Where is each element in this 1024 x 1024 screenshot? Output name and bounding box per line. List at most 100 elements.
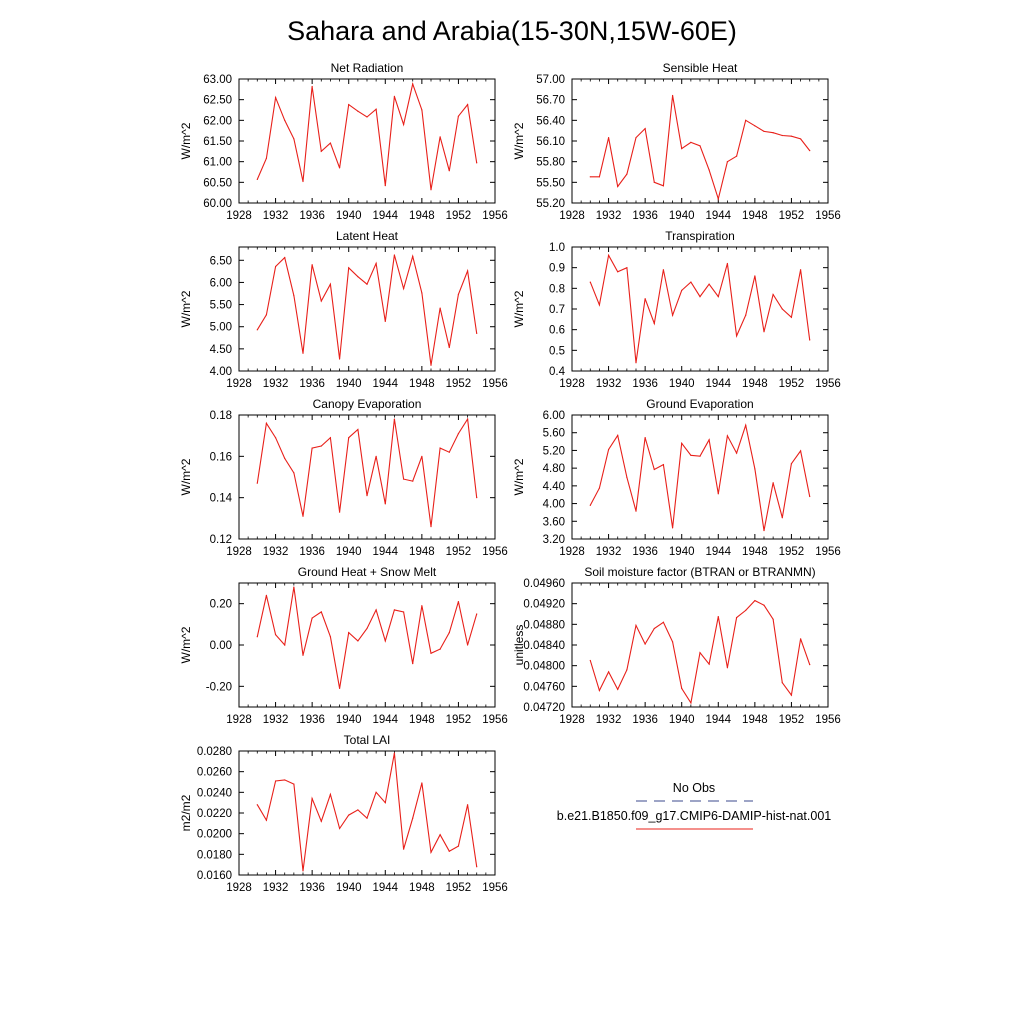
- x-tick-label: 1932: [263, 714, 289, 726]
- y-tick-label: 0.0240: [197, 787, 232, 799]
- data-point: [699, 296, 701, 298]
- x-tick-label: 1928: [559, 546, 585, 558]
- x-tick-label: 1928: [226, 546, 252, 558]
- x-tick-label: 1952: [446, 714, 472, 726]
- y-tick-label: 0.18: [210, 410, 232, 422]
- data-point: [329, 437, 332, 439]
- data-point: [671, 314, 674, 316]
- plot-frame: [571, 582, 829, 708]
- data-point: [466, 270, 469, 272]
- chart-panel-1: Sensible Heat W/m^2 1928 1932 1936 1940 1944 19…: [512, 61, 841, 222]
- data-point: [293, 472, 295, 474]
- data-point: [717, 493, 719, 495]
- data-point: [302, 870, 304, 872]
- data-point: [598, 176, 601, 178]
- x-tick-label: 1932: [263, 210, 289, 222]
- data-point: [607, 136, 610, 139]
- x-tick-label: 1952: [446, 882, 472, 894]
- data-point: [393, 254, 396, 256]
- data-point: [284, 257, 286, 259]
- y-tick-label: 5.00: [210, 322, 232, 334]
- y-tick-label: 0.0160: [197, 870, 232, 882]
- y-tick-label: -0.20: [206, 681, 232, 693]
- panel-title: Total LAI: [344, 733, 391, 747]
- data-point: [302, 515, 304, 517]
- data-point: [717, 296, 719, 298]
- plot-frame: [238, 750, 496, 876]
- data-point: [745, 609, 747, 611]
- data-point: [366, 817, 368, 819]
- x-tick-label: 1940: [669, 546, 695, 558]
- data-point: [439, 834, 441, 836]
- x-tick-label: 1940: [336, 882, 362, 894]
- x-tick-label: 1932: [263, 882, 289, 894]
- data-point: [457, 433, 460, 435]
- data-point: [644, 643, 646, 645]
- y-tick-label: 63.00: [203, 74, 232, 86]
- y-axis-label: W/m^2: [512, 458, 526, 495]
- y-tick-label: 0.04760: [523, 681, 565, 693]
- x-tick-label: 1936: [299, 378, 325, 390]
- data-point: [338, 358, 341, 360]
- data-point: [375, 108, 377, 110]
- panels: Net Radiation W/m^2 1928 1932 1936 1940 1944 19…: [179, 61, 841, 894]
- x-tick-label: 1940: [336, 714, 362, 726]
- data-point: [448, 346, 450, 349]
- y-tick-label: 61.50: [203, 136, 232, 148]
- data-point: [754, 125, 756, 127]
- y-tick-label: 3.60: [543, 516, 565, 528]
- data-point: [635, 136, 637, 139]
- x-tick-label: 1956: [482, 714, 508, 726]
- data-point: [412, 255, 414, 257]
- data-point: [338, 511, 341, 513]
- x-tick-label: 1928: [226, 378, 252, 390]
- panel-title: Latent Heat: [336, 229, 399, 243]
- x-tick-label: 1936: [299, 210, 325, 222]
- y-tick-label: 55.50: [536, 177, 565, 189]
- data-point: [790, 463, 793, 465]
- y-tick-label: 0.0280: [197, 746, 232, 758]
- data-point: [466, 418, 469, 420]
- data-point: [735, 452, 738, 454]
- y-tick-label: 4.00: [543, 499, 565, 511]
- data-point: [809, 150, 811, 152]
- data-point: [457, 601, 460, 603]
- plot-frame: [571, 246, 829, 372]
- data-point: [274, 437, 277, 439]
- data-point: [589, 281, 591, 283]
- x-tick-label: 1936: [299, 714, 325, 726]
- plot-frame: [238, 414, 496, 540]
- data-point: [421, 109, 423, 111]
- y-tick-label: 0.04920: [523, 599, 565, 611]
- data-point: [293, 295, 295, 297]
- data-point: [366, 116, 368, 118]
- data-point: [375, 791, 377, 793]
- data-point: [653, 468, 655, 471]
- x-tick-label: 1944: [372, 714, 398, 726]
- data-point: [448, 632, 450, 634]
- data-point: [430, 652, 432, 654]
- data-point: [699, 652, 701, 654]
- data-point: [421, 782, 423, 784]
- data-point: [681, 442, 683, 444]
- data-point: [375, 609, 377, 611]
- x-tick-label: 1952: [779, 210, 805, 222]
- data-point: [274, 265, 277, 268]
- data-point: [772, 132, 774, 134]
- data-point: [256, 636, 258, 638]
- data-point: [430, 851, 432, 853]
- data-point: [476, 162, 478, 164]
- series-line: [256, 417, 478, 527]
- series-line: [256, 254, 478, 366]
- data-point: [598, 304, 601, 306]
- y-tick-label: 0.4: [549, 366, 566, 378]
- x-tick-label: 1956: [815, 546, 841, 558]
- x-tick-label: 1940: [669, 378, 695, 390]
- y-tick-label: 57.00: [536, 74, 565, 86]
- series-line: [589, 253, 811, 363]
- data-point: [617, 688, 619, 691]
- x-tick-label: 1944: [372, 378, 398, 390]
- data-point: [607, 448, 610, 451]
- panel-title: Net Radiation: [331, 61, 404, 75]
- data-point: [393, 95, 396, 97]
